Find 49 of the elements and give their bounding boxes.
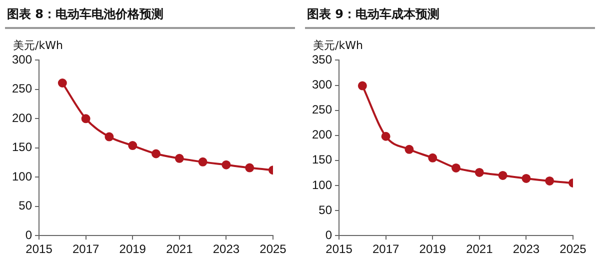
- y-tick-label: 0: [325, 228, 332, 242]
- y-axis-title: 美元/kWh: [13, 38, 63, 53]
- point: [128, 141, 138, 150]
- x-tick-label: 2015: [26, 242, 53, 256]
- point: [222, 160, 231, 170]
- y-tick-label: 50: [318, 202, 332, 217]
- x-tick-label: 2025: [560, 242, 587, 256]
- point: [522, 174, 531, 183]
- y-tick-label: 100: [312, 178, 332, 192]
- x-tick-label: 2017: [372, 242, 400, 256]
- point: [58, 78, 67, 88]
- x-tick-label: 2019: [419, 242, 446, 256]
- y-tick-label: 200: [12, 110, 32, 125]
- y-tick-label: 50: [18, 198, 32, 213]
- point: [452, 163, 461, 172]
- point: [152, 149, 161, 158]
- y-tick-label: 0: [25, 228, 32, 242]
- point: [474, 168, 484, 177]
- point: [428, 153, 438, 162]
- point: [404, 144, 414, 154]
- point: [104, 132, 114, 142]
- chart-title: 图表 8：电动车电池价格预测: [5, 0, 295, 29]
- point: [245, 163, 254, 172]
- x-tick-label: 2017: [72, 242, 100, 256]
- x-tick-label: 2015: [326, 242, 353, 256]
- y-tick-label: 250: [12, 82, 32, 96]
- point: [358, 81, 367, 90]
- y-tick-label: 150: [12, 140, 32, 154]
- x-tick-label: 2019: [119, 242, 146, 256]
- y-tick-label: 150: [312, 152, 332, 167]
- y-tick-label: 350: [312, 52, 332, 67]
- x-tick-label: 2021: [466, 242, 494, 256]
- point: [545, 176, 554, 186]
- x-tick-label: 2023: [512, 242, 540, 256]
- y-tick-label: 300: [12, 52, 32, 67]
- x-tick-label: 2021: [166, 242, 194, 256]
- x-tick-label: 2025: [260, 242, 287, 256]
- y-axis-title: 美元/kWh: [313, 38, 363, 53]
- point: [381, 132, 390, 141]
- y-tick-label: 300: [312, 78, 332, 92]
- y-tick-label: 250: [312, 102, 332, 117]
- x-tick-label: 2023: [212, 242, 240, 256]
- y-tick-label: 200: [312, 128, 332, 142]
- point: [498, 170, 508, 180]
- chart-title: 图表 9：电动车成本预测: [305, 0, 595, 29]
- point: [198, 157, 208, 166]
- point: [174, 154, 184, 163]
- y-tick-label: 100: [12, 169, 32, 184]
- point: [81, 114, 90, 124]
